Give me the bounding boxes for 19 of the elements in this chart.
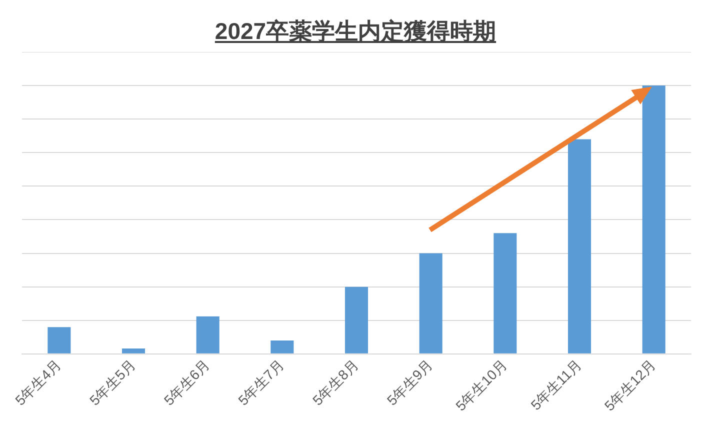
x-tick-label: 5年生8月 [309,356,362,408]
x-tick-label: 5年生5月 [86,356,138,408]
bar [568,139,592,354]
bar [419,253,442,354]
bar [196,316,220,354]
bar [270,340,294,354]
bar [494,233,517,354]
bar [642,86,666,354]
x-tick-label: 5年生10月 [452,356,510,414]
bar [344,286,368,354]
chart-title: 2027卒薬学生内定獲得時期 [214,17,498,46]
x-tick-label: 5年生4月 [12,356,64,408]
x-tick-label: 5年生12月 [601,356,659,414]
bar [122,348,146,354]
x-tick-label: 5年生7月 [234,356,288,408]
x-tick-label: 5年生6月 [160,356,213,408]
x-tick-label: 5年生11月 [528,356,584,414]
x-tick-label: 5年生9月 [384,356,436,408]
bar [48,327,71,354]
